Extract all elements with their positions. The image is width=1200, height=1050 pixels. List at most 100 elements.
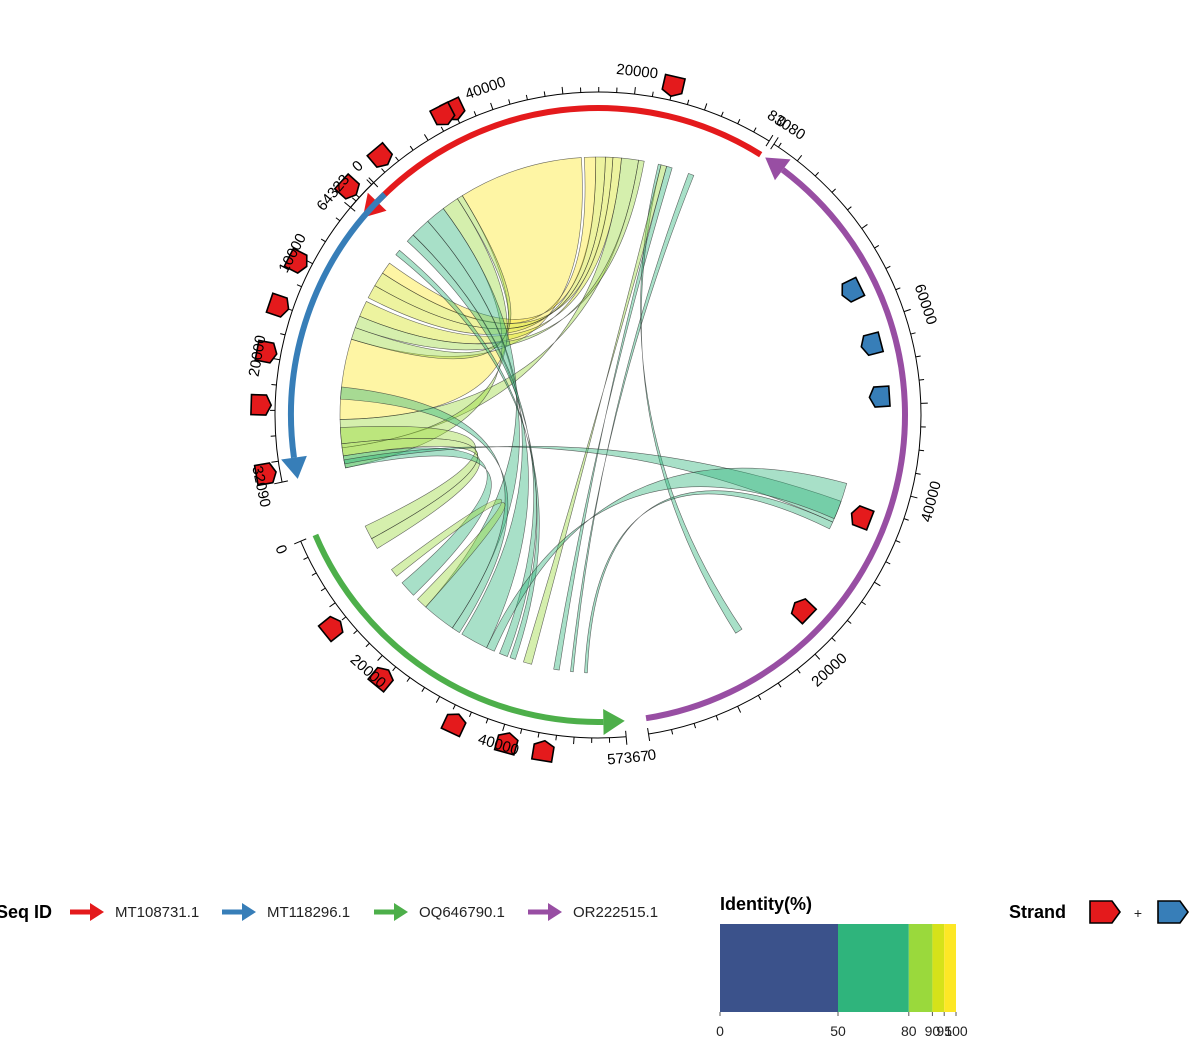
axis-tick xyxy=(757,695,762,700)
axis-tick xyxy=(910,495,918,499)
gene-arrow-marker xyxy=(283,247,308,275)
synteny-links xyxy=(339,156,848,674)
gene-arrow-marker xyxy=(366,141,394,169)
identity-bar-segment xyxy=(908,924,933,1012)
axis-tick xyxy=(874,245,880,249)
gene-arrow-marker xyxy=(253,462,277,487)
tick-label: 0 xyxy=(349,157,367,175)
axis-tick xyxy=(296,284,302,288)
axis-arc xyxy=(274,182,374,483)
axis-tick xyxy=(874,581,881,587)
axis-tick xyxy=(271,460,279,463)
axis-tick xyxy=(770,143,775,150)
axis-tick xyxy=(765,140,770,147)
legend-label: MT108731.1 xyxy=(115,904,199,921)
axis-tick xyxy=(395,156,400,162)
axis-tick xyxy=(778,142,782,148)
track-arc-MT118296.1 xyxy=(288,192,387,459)
axis-tick xyxy=(350,206,356,212)
legend-label: MT118296.1 xyxy=(267,904,350,921)
axis-tick xyxy=(648,733,651,742)
axis-tick xyxy=(671,729,674,735)
axis-tick xyxy=(490,102,494,110)
axis-tick xyxy=(306,260,313,265)
axis-tick xyxy=(777,682,782,688)
synteny-link xyxy=(406,234,537,657)
axis-tick xyxy=(353,630,358,635)
synteny-link xyxy=(340,386,509,634)
tick-label: 60000 xyxy=(911,282,940,327)
axis-tick xyxy=(861,224,868,229)
seqid-legend-title: Seq ID xyxy=(0,902,52,922)
strand-icon xyxy=(1089,900,1121,924)
axis-tick xyxy=(409,145,414,151)
axis-arc xyxy=(648,143,922,735)
axis-tick xyxy=(274,481,283,485)
tick-label: 40000 xyxy=(918,479,945,524)
axis-tick xyxy=(423,134,429,141)
axis-tick xyxy=(625,736,628,745)
axis-tick xyxy=(753,127,757,133)
synteny-link xyxy=(553,165,673,671)
identity-tick-label: 100 xyxy=(944,1023,968,1039)
gene-arrow-marker xyxy=(265,292,290,318)
axis-tick xyxy=(485,718,489,724)
legend-label: OR222515.1 xyxy=(573,904,658,921)
synteny-link xyxy=(486,467,848,652)
axis-tick xyxy=(457,118,461,124)
sequence-tracks xyxy=(281,105,908,735)
identity-tick-label: 90 xyxy=(925,1023,941,1039)
identity-tick-label: 0 xyxy=(716,1023,724,1039)
identity-bar-segment xyxy=(932,924,945,1012)
axis-tick xyxy=(895,540,901,543)
axis-tick xyxy=(895,287,901,291)
axis-tick xyxy=(311,572,317,576)
gene-arrow-marker xyxy=(860,331,885,357)
axis-tick xyxy=(440,126,445,132)
axis-tick xyxy=(919,449,925,452)
identity-bar-segment xyxy=(838,924,909,1012)
gene-arrow-marker xyxy=(661,73,687,98)
identity-bar-segment xyxy=(720,924,838,1012)
legend-arrowhead xyxy=(90,903,104,921)
axis-tick xyxy=(335,217,341,222)
synteny-link xyxy=(341,438,480,549)
gene-arrow-marker xyxy=(841,276,866,303)
axis-tick xyxy=(831,637,836,642)
axis-tick xyxy=(287,308,293,311)
track-arrowhead xyxy=(281,455,307,479)
identity-tick-label: 95 xyxy=(936,1023,952,1039)
gene-arrow-marker xyxy=(850,504,875,531)
axis-tick xyxy=(452,704,456,710)
axis-tick xyxy=(704,103,708,111)
axis-tick xyxy=(355,193,360,198)
strand-separator: + xyxy=(1134,905,1142,921)
axis-tick xyxy=(351,197,357,202)
gene-arrow-marker xyxy=(317,615,344,643)
identity-tick-label: 50 xyxy=(830,1023,846,1039)
tick-label: 20000 xyxy=(615,61,658,83)
axis-tick xyxy=(329,602,336,608)
legend-arrowhead xyxy=(548,903,562,921)
axis-tick xyxy=(344,201,351,208)
axis-tick xyxy=(573,737,575,745)
axis-tick xyxy=(381,168,386,173)
axis-tick xyxy=(861,601,866,606)
axis-tick xyxy=(520,728,523,734)
legend-arrowhead xyxy=(394,903,408,921)
gene-arrow-marker xyxy=(250,393,273,416)
synteny-link xyxy=(640,163,743,634)
tick-label: 20000 xyxy=(808,650,850,691)
synteny-link xyxy=(367,156,606,335)
synteny-link xyxy=(523,164,667,665)
axis-tick xyxy=(561,86,564,94)
synteny-link xyxy=(351,195,512,360)
axis-tick xyxy=(885,265,891,269)
axis-tick xyxy=(625,730,627,737)
axis-tick xyxy=(365,642,370,648)
gene-arrow-marker xyxy=(493,732,519,756)
axis-tick xyxy=(814,171,819,177)
axis-tick xyxy=(831,188,836,193)
